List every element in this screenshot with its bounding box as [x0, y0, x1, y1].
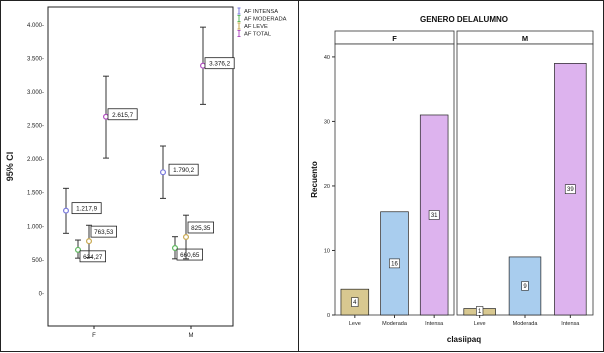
x-tick-label: M	[189, 333, 194, 339]
y-tick-label: 1.500-	[27, 191, 44, 197]
y-tick-label: 0-	[39, 291, 44, 297]
mean-value-label: 1.790,2	[173, 167, 195, 174]
mean-value-box	[187, 221, 215, 234]
x-tick-label: Moderada	[382, 321, 408, 327]
mean-value-box	[71, 202, 102, 215]
x-tick-label: Moderada	[513, 321, 539, 327]
bar-value-box	[428, 210, 440, 220]
y-tick-label: 40	[324, 55, 330, 61]
y-tick-label: 1.000-	[27, 224, 44, 230]
mean-value-box	[176, 248, 204, 261]
y-tick-label: 4.000-	[27, 23, 44, 29]
mean-value-box	[90, 225, 118, 238]
x-tick-label: Leve	[349, 321, 361, 327]
mean-marker	[172, 245, 179, 252]
y-tick-label: 20	[324, 184, 330, 190]
bar-value-label: 39	[567, 187, 574, 193]
legend-label: AF MODERADA	[244, 17, 287, 23]
y-tick-label: 0	[327, 313, 330, 319]
bar-value-box	[521, 281, 529, 291]
mean-marker	[62, 207, 69, 214]
mean-marker	[74, 246, 81, 253]
mean-value-label: 763,53	[94, 229, 114, 236]
legend-label: AF INTENSA	[244, 9, 278, 15]
mean-value-label: 660,65	[180, 252, 200, 259]
y-tick-label: 2.500-	[27, 124, 44, 130]
y-tick-label: 3.000-	[27, 90, 44, 96]
bar-chart-panel: GENERO DELALUMNO F 4 Leve 16 Moderada 31 Intens…	[298, 0, 604, 352]
x-tick-label: Leve	[474, 321, 486, 327]
facet-label: M	[522, 34, 528, 43]
bar-value-label: 16	[391, 261, 398, 267]
bar-value-label: 31	[431, 213, 438, 219]
x-tick-label: F	[92, 333, 96, 339]
bar-chart-svg: GENERO DELALUMNO F 4 Leve 16 Moderada 31 Intens…	[310, 15, 594, 344]
x-tick-label: Intensa	[561, 321, 580, 327]
y-tick-label: 2.000-	[27, 157, 44, 163]
mean-marker	[183, 233, 190, 240]
y-tick-label: 10	[324, 248, 330, 254]
mean-marker	[85, 238, 92, 245]
y-tick-label: 500-	[32, 258, 44, 264]
ci-chart-panel: 0- 500- 1.000- 1.500- 2.000- 2.500- 3.000- 3.50…	[0, 0, 299, 352]
mean-value-label: 1.217,9	[76, 206, 98, 213]
chart-title: GENERO DELALUMNO	[420, 15, 508, 24]
bar-value-label: 4	[353, 300, 357, 306]
bar-value-box	[351, 297, 359, 307]
mean-value-box	[204, 57, 235, 70]
bar-value-label: 1	[478, 309, 482, 315]
y-tick-label: 30	[324, 119, 330, 125]
mean-value-label: 3.376,2	[209, 61, 231, 68]
mean-marker	[160, 169, 167, 176]
mean-value-label: 825,35	[191, 225, 211, 232]
x-axis-label: clasiipaq	[447, 335, 481, 344]
ci-chart-svg: 0- 500- 1.000- 1.500- 2.000- 2.500- 3.000- 3.50…	[5, 6, 287, 339]
x-tick-label: Intensa	[425, 321, 444, 327]
y-axis-label: 95% CI	[5, 152, 15, 182]
y-tick-label: 3.500-	[27, 56, 44, 62]
mean-value-box	[168, 163, 199, 176]
mean-value-label: 2.615,7	[112, 112, 134, 119]
bar-value-box	[389, 258, 400, 269]
mean-value-box	[79, 250, 107, 263]
mean-value-box	[107, 108, 138, 121]
mean-value-label: 634,27	[83, 254, 103, 261]
plot-frame	[47, 6, 234, 327]
bar-value-label: 9	[523, 284, 527, 290]
facet-label: F	[392, 34, 397, 43]
bar-value-box	[564, 184, 576, 194]
legend-label: AF TOTAL	[244, 32, 272, 38]
y-axis-label: Recuento	[310, 161, 319, 198]
legend-label: AF LEVE	[244, 24, 268, 30]
